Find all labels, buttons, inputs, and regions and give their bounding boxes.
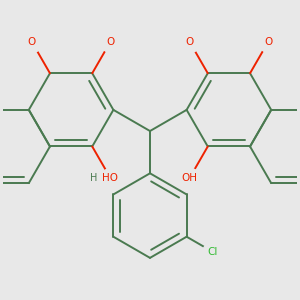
- Text: O: O: [264, 37, 272, 47]
- Text: OH: OH: [182, 172, 198, 183]
- Text: Cl: Cl: [207, 247, 217, 256]
- Text: H: H: [90, 172, 97, 183]
- Text: HO: HO: [102, 172, 118, 183]
- Text: O: O: [106, 37, 114, 47]
- Text: O: O: [186, 37, 194, 47]
- Text: O: O: [28, 37, 36, 47]
